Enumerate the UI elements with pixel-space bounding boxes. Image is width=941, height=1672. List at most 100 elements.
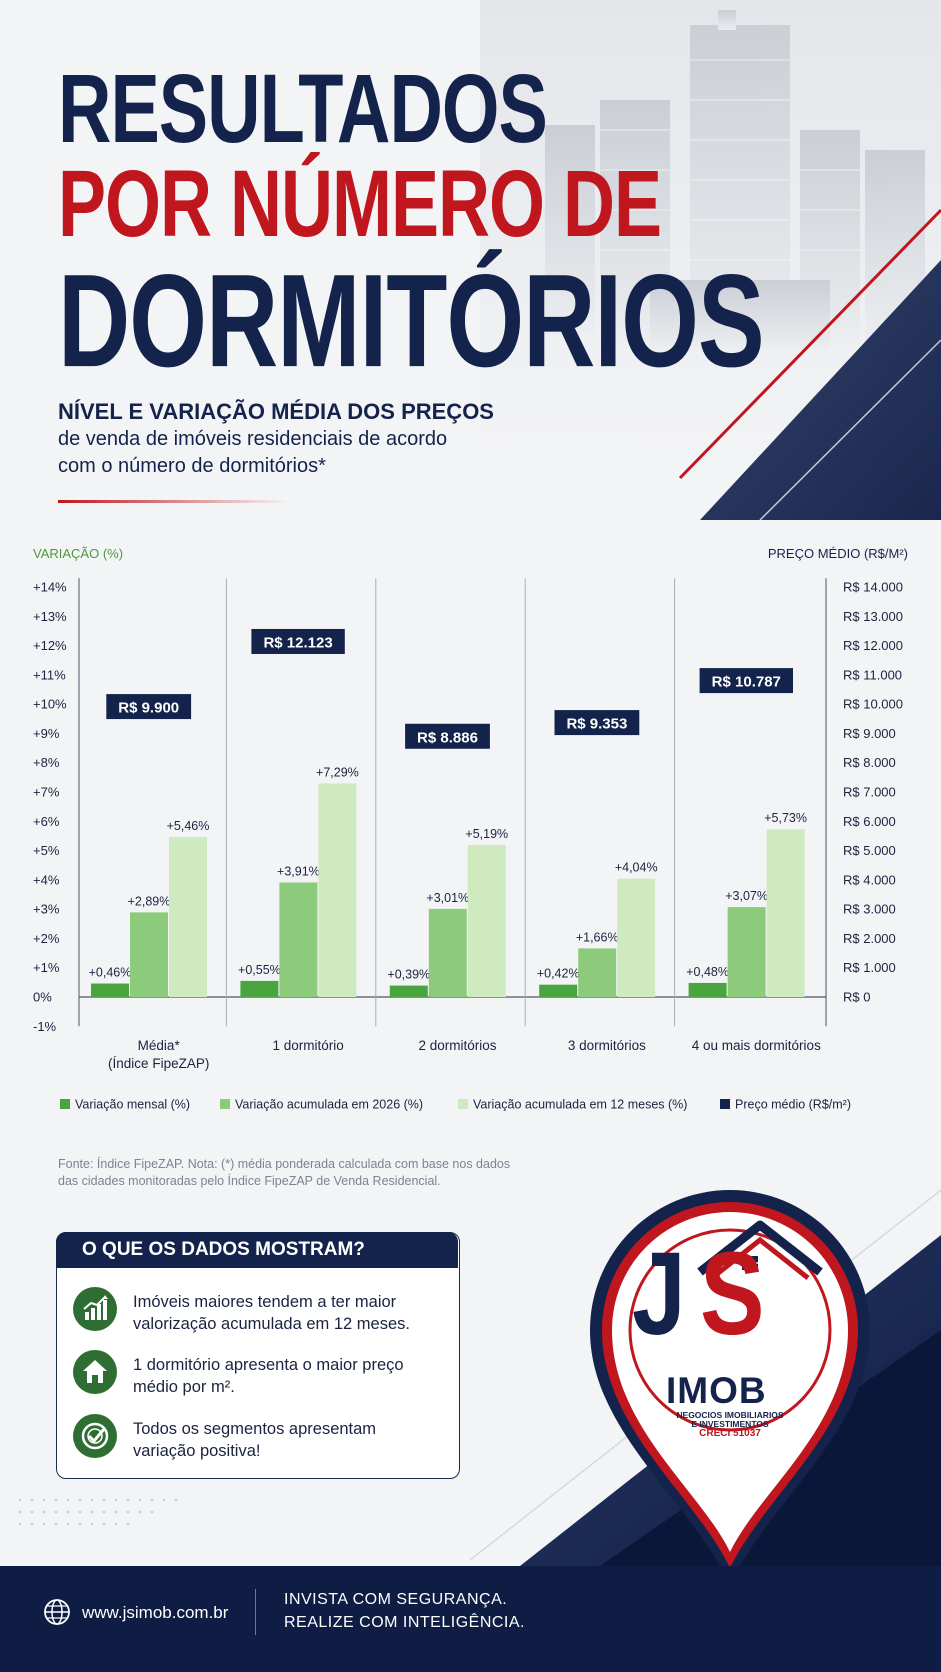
right-tick-label: R$ 1.000 [843,960,896,975]
right-tick-label: R$ 6.000 [843,814,896,829]
left-tick-label: +1% [33,960,60,975]
legend-label: Variação acumulada em 2026 (%) [235,1098,423,1112]
left-tick-label: +2% [33,931,60,946]
logo-tagline-2: E INVESTIMENTOS [691,1419,769,1429]
insight-item-3: Todos os segmentos apresentam variação p… [133,1418,433,1462]
insight-item-3-line-1: Todos os segmentos apresentam [133,1420,377,1438]
bar-value-label: +5,73% [764,811,807,825]
bar [467,845,506,997]
right-tick-label: R$ 8.000 [843,755,896,770]
bar [130,912,168,997]
title-underline [58,500,288,503]
right-tick-label: R$ 11.000 [843,667,902,682]
bar-value-label: +0,39% [387,968,430,982]
bar-value-label: +3,01% [426,891,469,905]
title-line-2: POR NÚMERO DE [58,151,662,257]
insight-item-1: Imóveis maiores tendem a ter maior valor… [133,1291,433,1335]
insight-item-1-line-1: Imóveis maiores tendem a ter maior [133,1293,397,1311]
logo-pin-shape [590,1190,870,1585]
logo-creci: CRECI 51037 [699,1428,761,1439]
insights-panel-header [56,1232,458,1268]
target-check-icon [73,1414,117,1458]
price-marker-box [699,668,793,694]
category-label: 4 ou mais dormitórios [692,1038,821,1053]
legend-label: Variação acumulada em 12 meses (%) [473,1098,687,1112]
bar-value-label: +2,89% [128,894,171,908]
logo-tagline-1: NEGOCIOS IMOBILIARIOS [676,1410,784,1420]
website-link[interactable]: www.jsimob.com.br [82,1603,229,1622]
legend-swatch [720,1099,730,1109]
bar [428,908,467,997]
bar-value-label: +7,29% [316,766,359,780]
logo-letter-s: S [700,1228,765,1360]
left-tick-label: +8% [33,755,60,770]
price-marker-box [554,710,640,736]
bar-value-label: +5,46% [167,819,210,833]
insights-title: O QUE OS DADOS MOSTRAM? [82,1239,365,1260]
price-marker-box [405,723,490,749]
right-tick-label: R$ 14.000 [843,580,903,595]
source-line-2: das cidades monitoradas pelo Índice Fipe… [58,1174,441,1188]
price-marker-label: R$ 10.787 [712,674,781,691]
left-tick-label: +5% [33,843,60,858]
legend-label: Variação mensal (%) [75,1098,190,1112]
bar [279,882,318,997]
legend-swatch [60,1099,70,1109]
insight-item-1-line-2: valorização acumulada em 12 meses. [133,1315,410,1333]
bar [617,878,656,997]
right-tick-label: R$ 0 [843,990,870,1005]
subtitle-line-2: com o número de dormitórios* [58,455,326,477]
subtitle-line-1: de venda de imóveis residenciais de acor… [58,428,448,450]
skyline-illustration [545,10,925,350]
house-icon [73,1350,117,1394]
bar [766,829,805,997]
bar [318,783,357,997]
right-tick-label: R$ 12.000 [843,638,903,653]
bar [240,980,279,997]
growth-chart-icon [73,1287,117,1331]
insight-item-3-line-2: variação positiva! [133,1442,261,1460]
insight-item-2-line-1: 1 dormitório apresenta o maior preço [133,1356,404,1374]
left-axis-title: VARIAÇÃO (%) [33,546,123,561]
bar-value-label: +5,19% [465,827,508,841]
left-tick-label: +10% [33,697,67,712]
insights-panel [56,1232,460,1479]
logo-letter-j: J [632,1228,686,1360]
category-label: Média* [138,1038,181,1053]
bar-chart: VARIAÇÃO (%) PREÇO MÉDIO (R$/M²) +14% +13% +… [33,546,908,1112]
bar [539,984,578,997]
legend-label: Preço médio (R$/m²) [735,1098,851,1112]
title-line-1: RESULTADOS [58,53,548,163]
legend-swatch [220,1099,230,1109]
bar [389,985,428,997]
left-tick-label: +9% [33,726,60,741]
bar [578,948,617,997]
bar [169,837,207,997]
left-tick-label: +4% [33,872,60,887]
left-tick-label: +13% [33,609,67,624]
footer-divider [255,1589,256,1635]
left-tick-label: +14% [33,580,67,595]
bar-value-label: +4,04% [615,861,658,875]
bar-value-label: +3,07% [725,889,768,903]
category-label: 2 dormitórios [418,1038,496,1053]
left-tick-label: +11% [33,667,66,682]
footer-bar [0,1566,941,1672]
right-tick-label: R$ 7.000 [843,785,896,800]
price-marker-label: R$ 9.353 [566,716,627,733]
legend-swatch [458,1099,468,1109]
price-marker-label: R$ 9.900 [118,700,179,717]
bar-value-label: +3,91% [277,864,320,878]
right-tick-label: R$ 9.000 [843,726,896,741]
right-tick-label: R$ 3.000 [843,902,896,917]
subtitle-bold: NÍVEL E VARIAÇÃO MÉDIA DOS PREÇOS [58,399,494,424]
category-label: 3 dormitórios [568,1038,646,1053]
category-label: (Índice FipeZAP) [108,1056,209,1071]
bar [91,983,129,997]
bar-value-label: +0,55% [238,963,281,977]
insight-item-2: 1 dormitório apresenta o maior preço méd… [133,1354,433,1398]
slogan-line-2: REALIZE COM INTELIGÊNCIA. [284,1614,525,1631]
right-tick-label: R$ 13.000 [843,609,903,624]
logo-name: IMOB [666,1370,767,1411]
right-tick-label: R$ 10.000 [843,697,903,712]
